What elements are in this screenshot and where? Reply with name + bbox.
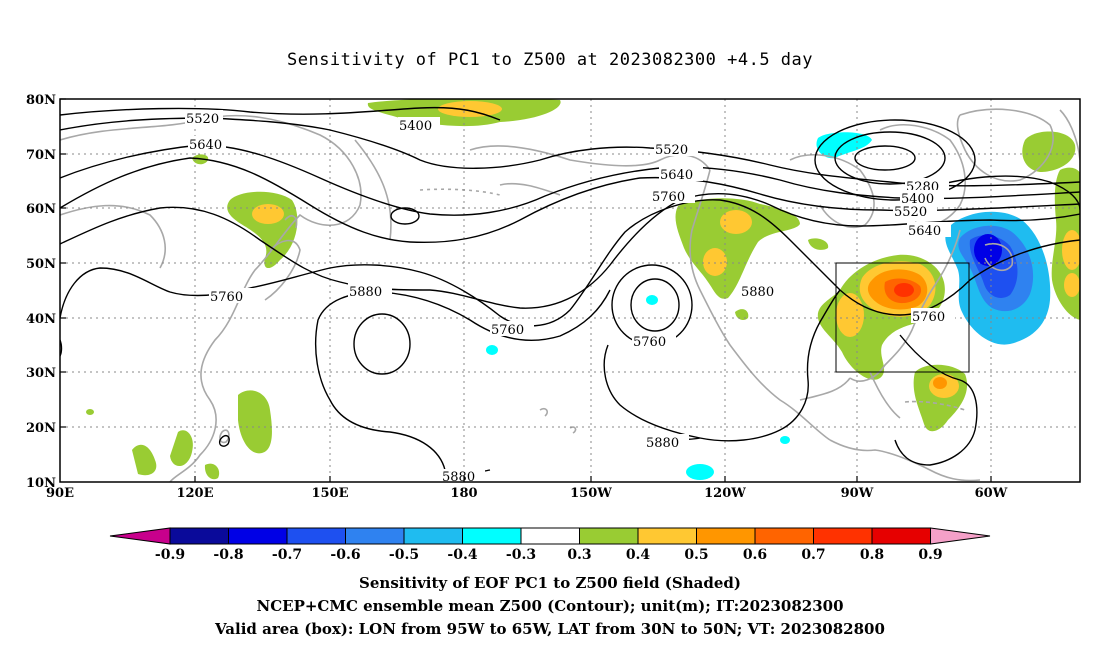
colorbar-swatch — [345, 527, 405, 545]
contour-labels: 5520 5640 5400 5520 5640 5760 5280 5400 … — [185, 110, 955, 485]
lat-label: 80N — [26, 93, 56, 108]
colorbar-swatch — [696, 527, 756, 545]
lat-label: 10N — [26, 476, 56, 491]
colorbar-swatch — [169, 527, 229, 545]
map-title: Sensitivity of PC1 to Z500 at 2023082300… — [286, 50, 813, 70]
contour-label: 5520 — [186, 112, 219, 127]
lat-label: 70N — [26, 148, 56, 163]
colorbar-swatch — [286, 527, 346, 545]
sensitivity-map: 5520 5640 5400 5520 5640 5760 5280 5400 … — [26, 93, 1081, 563]
colorbar-label: 0.3 — [567, 547, 591, 563]
colorbar-right-arrow — [930, 527, 991, 545]
lon-label: 120W — [704, 486, 746, 501]
colorbar-swatch — [754, 527, 814, 545]
colorbar-label: 0.8 — [860, 547, 884, 563]
colorbar: -0.9 -0.8 -0.7 -0.6 -0.5 -0.4 -0.3 0.3 0… — [109, 527, 991, 563]
lon-label: 90E — [46, 486, 74, 501]
contour-label: 5760 — [210, 290, 243, 305]
colorbar-swatch — [462, 527, 522, 545]
contour-label: 5880 — [741, 285, 774, 300]
colorbar-swatch — [871, 527, 931, 545]
contour-label: 5640 — [908, 224, 941, 239]
contour-label: 5400 — [399, 119, 432, 134]
colorbar-left-arrow — [109, 527, 171, 545]
tick-marks — [60, 98, 992, 482]
colorbar-swatch — [813, 527, 873, 545]
contour-label: 5760 — [491, 323, 524, 338]
contour-label: 5760 — [652, 190, 685, 205]
lon-label: 60W — [975, 486, 1008, 501]
colorbar-swatch — [579, 527, 639, 545]
sensitivity-shading — [86, 99, 1080, 480]
contour-label: 5640 — [189, 138, 222, 153]
footer-line-1: Sensitivity of EOF PC1 to Z500 field (Sh… — [359, 574, 741, 592]
colorbar-label: -0.6 — [330, 547, 360, 563]
lat-label: 50N — [26, 257, 56, 272]
colorbar-label: 0.5 — [684, 547, 708, 563]
colorbar-label: -0.9 — [155, 547, 185, 563]
colorbar-label: 0.4 — [626, 547, 651, 563]
plot-frame — [59, 98, 1081, 483]
contour-label: 5880 — [646, 436, 679, 451]
colorbar-swatch — [228, 527, 288, 545]
contour-label: 5760 — [912, 310, 945, 325]
lat-label: 60N — [26, 202, 56, 217]
longitude-labels: 90E 120E 150E 180 150W 120W 90W 60W — [46, 486, 1008, 501]
lon-label: 120E — [176, 486, 213, 501]
colorbar-swatch — [403, 527, 463, 545]
colorbar-swatch — [637, 527, 697, 545]
latitude-labels: 80N 70N 60N 50N 40N 30N 20N 10N — [26, 93, 56, 491]
lon-label: 150E — [311, 486, 348, 501]
footer-line-2: NCEP+CMC ensemble mean Z500 (Contour); u… — [256, 597, 844, 615]
colorbar-label: 0.6 — [743, 547, 767, 563]
colorbar-label: -0.7 — [272, 547, 302, 563]
colorbar-label: -0.4 — [447, 547, 477, 563]
graticule — [60, 99, 1080, 482]
colorbar-swatch — [520, 527, 580, 545]
colorbar-label: 0.9 — [918, 547, 942, 563]
contour-label: 5520 — [894, 205, 927, 220]
lon-label: 90W — [841, 486, 874, 501]
colorbar-label: -0.3 — [506, 547, 536, 563]
z500-contours — [60, 106, 1080, 482]
colorbar-label: -0.8 — [213, 547, 243, 563]
lon-label: 150W — [570, 486, 612, 501]
contour-label: 5640 — [660, 168, 693, 183]
contour-label: 5760 — [633, 335, 666, 350]
lat-label: 30N — [26, 366, 56, 381]
lat-label: 20N — [26, 421, 56, 436]
colorbar-label: 0.7 — [801, 547, 825, 563]
lon-label: 180 — [450, 486, 477, 501]
contour-label: 5520 — [655, 143, 688, 158]
valid-area-box — [835, 262, 970, 373]
footer-line-3: Valid area (box): LON from 95W to 65W, L… — [215, 620, 885, 638]
lat-label: 40N — [26, 312, 56, 327]
colorbar-label: -0.5 — [389, 547, 419, 563]
contour-label: 5880 — [349, 285, 382, 300]
